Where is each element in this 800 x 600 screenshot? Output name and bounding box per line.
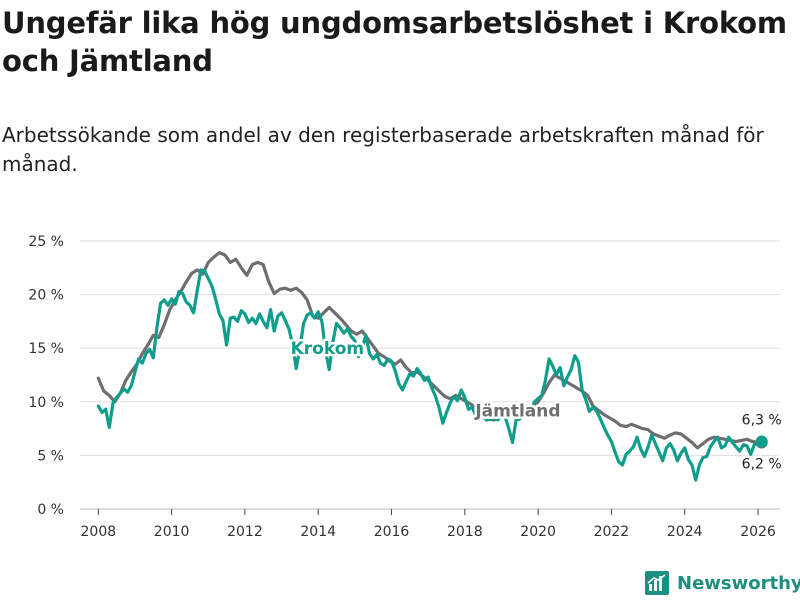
x-tick-label: 2014	[300, 524, 336, 540]
chart-subtitle: Arbetssökande som andel av den registerb…	[2, 123, 764, 176]
x-tick-label: 2018	[447, 524, 483, 540]
x-tick-label: 2024	[667, 524, 703, 540]
x-tick-label: 2012	[227, 524, 263, 540]
krokom-series-label: Krokom	[291, 339, 364, 359]
bar-chart-logo-icon	[645, 571, 669, 595]
krokom-end-marker	[755, 435, 768, 448]
x-tick-label: 2016	[374, 524, 410, 540]
y-tick-label: 10 %	[28, 395, 64, 411]
series-labels: Krokom Jämtland 6,3 % 6,2 %	[288, 337, 784, 475]
y-tick-label: 25 %	[28, 234, 64, 250]
x-tick-label: 2022	[594, 524, 630, 540]
y-tick-label: 20 %	[28, 288, 64, 304]
y-tick-label: 15 %	[28, 341, 64, 357]
jamtland-series-label: Jämtland	[474, 401, 560, 421]
krokom-end-value: 6,3 %	[742, 412, 782, 428]
y-axis: 0 % 5 % 10 % 15 % 20 % 25 %	[28, 234, 64, 518]
x-tick-label: 2008	[81, 524, 117, 540]
x-axis: 2008 2010 2012 2014 2016 2018 2020 2022 2024 2026	[81, 509, 776, 540]
x-tick-label: 2026	[740, 524, 776, 540]
chart-title: Ungefär lika hög ungdomsarbetslöshet i K…	[2, 6, 787, 78]
newsworthy-brand[interactable]: Newsworthy	[645, 570, 800, 596]
krokom-line	[96, 268, 764, 482]
jamtland-end-value: 6,2 %	[742, 457, 782, 473]
brand-name: Newsworthy	[677, 572, 800, 594]
y-tick-label: 5 %	[37, 448, 64, 464]
x-tick-label: 2010	[154, 524, 190, 540]
y-tick-label: 0 %	[37, 502, 64, 518]
series-lines	[96, 251, 768, 482]
x-tick-label: 2020	[520, 524, 556, 540]
